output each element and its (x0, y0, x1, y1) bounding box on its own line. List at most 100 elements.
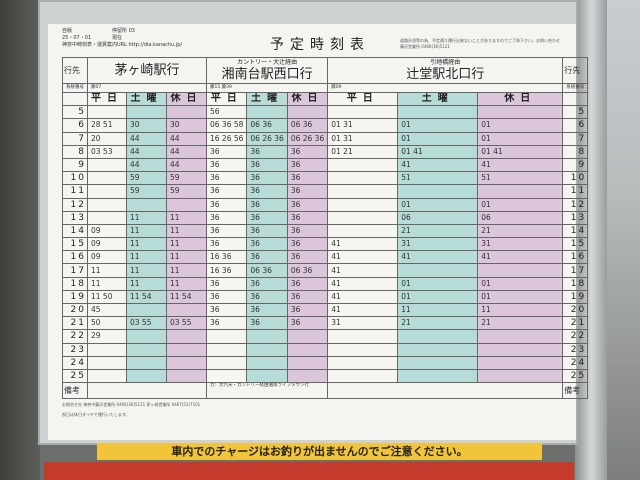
departure-cell: 36 (286, 197, 329, 212)
departure-cell (126, 105, 167, 120)
departure-cell: 36 (246, 197, 288, 212)
hour-label: 11 (62, 184, 88, 199)
departure-cell: 01 41 (397, 144, 479, 159)
hour-label: 9 (62, 157, 88, 173)
departure-cell: 36 (286, 157, 329, 173)
departure-cell (397, 184, 479, 199)
departure-cell (477, 329, 564, 344)
departure-cell: 11 54 (126, 289, 167, 305)
hour-row: 8 03 53 44 44 36 36 36 01 21 01 41 01 41 8 (62, 144, 589, 159)
departure-cell: 50 (87, 316, 127, 331)
route-codes: 藤15 藤39 (205, 83, 329, 93)
destination-label-right: 行先 (562, 57, 589, 84)
departure-cell: 28 51 (87, 118, 127, 133)
hour-label: 14 (62, 223, 88, 239)
hour-label: 7 (62, 131, 88, 146)
departure-cell (397, 105, 479, 120)
departure-cell: 06 26 36 (286, 131, 329, 146)
departure-cell: 44 (166, 131, 207, 146)
hour-label-right: 8 (562, 144, 589, 159)
departure-cell: 11 (126, 263, 167, 278)
departure-cell: 36 (205, 171, 248, 186)
departure-cell: 11 (166, 263, 207, 278)
departure-cell: 01 (477, 289, 564, 305)
departure-cell (477, 368, 564, 384)
departure-cell: 11 (166, 276, 207, 291)
departure-cell: 11 (126, 223, 167, 239)
hour-label: 8 (62, 144, 88, 159)
hour-label: 5 (62, 105, 88, 120)
departure-cell: 16 26 56 (205, 131, 248, 146)
departure-cell: 11 (477, 302, 564, 318)
departure-cell: 36 (246, 289, 288, 305)
departure-cell (87, 105, 127, 120)
departure-cell: 36 (286, 302, 329, 318)
hour-row: 10 59 59 36 36 36 51 51 10 (62, 171, 589, 186)
departure-cell (246, 105, 288, 120)
hour-label-right: 12 (562, 197, 589, 212)
departure-cell (397, 368, 479, 384)
departure-cell (126, 197, 167, 212)
departure-cell: 36 (246, 144, 288, 159)
departure-cell: 06 36 58 (205, 118, 248, 133)
departure-cell: 21 (477, 223, 564, 239)
day-type-header: 平日 (205, 91, 248, 107)
departure-cell (166, 105, 207, 120)
departure-cell: 41 (327, 250, 399, 265)
departure-cell: 36 (205, 223, 248, 239)
departure-cell (87, 197, 127, 212)
route-destination-name: 茅ヶ崎駅行 (114, 63, 180, 78)
hour-row: 18 11 11 11 36 36 36 41 01 01 18 (62, 276, 589, 291)
departure-cell: 01 (397, 131, 479, 146)
background-left (0, 0, 40, 480)
remarks-label: 備考 (62, 382, 88, 400)
departure-cell: 01 41 (477, 144, 564, 159)
hour-label: 12 (62, 197, 88, 212)
departure-cell: 44 (166, 157, 207, 173)
day-type-header: 休日 (477, 91, 564, 107)
departure-cell: 41 (327, 289, 399, 305)
departure-cell (87, 355, 127, 370)
departure-cell (327, 368, 399, 384)
hour-label: 18 (62, 276, 88, 291)
departure-cell: 03 53 (87, 144, 127, 159)
departure-cell: 06 36 (286, 118, 329, 133)
departure-cell: 36 (205, 289, 248, 305)
route-via: カントリー・大辻経由 (237, 59, 298, 66)
departure-cell: 21 (397, 316, 479, 331)
hour-label-right: 20 (562, 302, 589, 318)
departure-cell: 41 (327, 237, 399, 252)
departure-cell (246, 368, 288, 384)
departure-cell (327, 329, 399, 344)
day-type-header: 平日 (87, 91, 127, 107)
departure-cell: 41 (397, 157, 479, 173)
departure-cell: 36 (246, 184, 288, 199)
departure-cell: 01 31 (327, 131, 399, 146)
departure-cell: 36 (205, 276, 248, 291)
route-destination-name: 湘南台駅西口行 (221, 67, 313, 82)
footer-holiday-note: 祝日は休日ダイヤで運行いたします。 (62, 412, 130, 417)
departure-cell: 36 (246, 237, 288, 252)
departure-cell: 01 (477, 276, 564, 291)
departure-cell: 36 (246, 157, 288, 173)
hour-row: 25 25 (62, 368, 589, 384)
day-type-header: 土曜 (397, 91, 479, 107)
departure-cell: 41 (327, 302, 399, 318)
route-remarks: カ：大六天・カントリー経由湘南ライフタウン行 (205, 382, 329, 400)
route-codes: 藤09 (327, 83, 564, 93)
departure-cell: 59 (126, 184, 167, 199)
hour-label-right: 15 (562, 237, 589, 252)
hour-row: 7 20 44 44 16 26 56 06 26 36 06 26 36 01 31 01 01… (62, 131, 589, 146)
hour-label: 19 (62, 289, 88, 305)
departure-cell: 51 (477, 171, 564, 186)
departure-cell: 36 (286, 250, 329, 265)
departure-cell: 01 (397, 197, 479, 212)
hour-label-right: 9 (562, 157, 589, 173)
departure-cell: 41 (477, 250, 564, 265)
hour-row: 12 36 36 36 01 01 12 (62, 197, 589, 212)
day-type-header: 土曜 (246, 91, 288, 107)
hour-row: 19 11 50 11 54 11 54 36 36 36 41 01 01 19 (62, 289, 589, 305)
header-info: 自版 25・07・01 神奈中時刻表・運賃案内URL http://dia.ka… (62, 28, 182, 49)
departure-cell: 44 (126, 131, 167, 146)
hour-label-right: 23 (562, 342, 589, 357)
